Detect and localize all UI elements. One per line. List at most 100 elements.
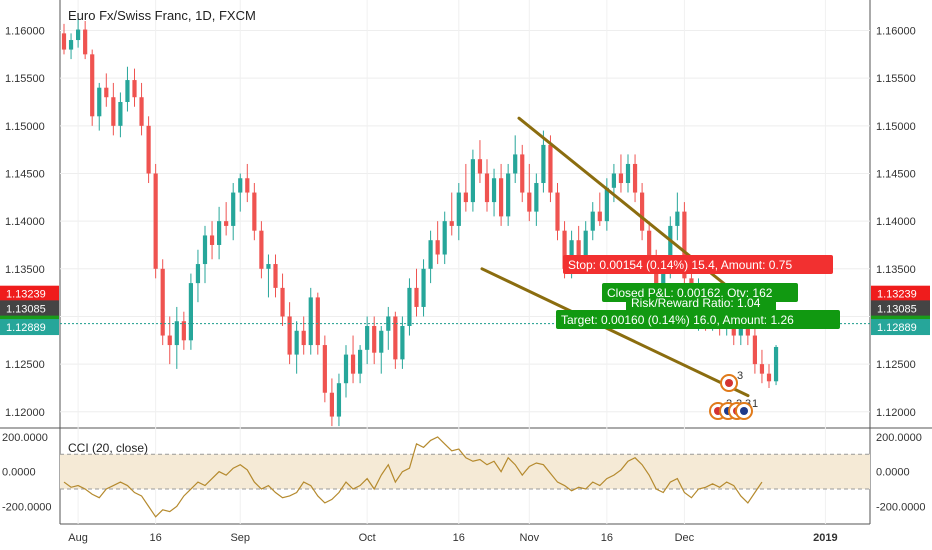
- candle-body: [174, 321, 179, 346]
- time-tick-label: 16: [601, 532, 613, 544]
- candle: [202, 225, 208, 284]
- candle: [640, 183, 645, 241]
- candle: [118, 92, 123, 138]
- time-tick-label: Sep: [230, 532, 250, 544]
- candle: [534, 173, 539, 226]
- candle: [590, 202, 595, 241]
- candle: [76, 19, 81, 48]
- left-price-tag-label: 1.12889: [6, 322, 46, 334]
- candle: [181, 311, 186, 350]
- candle-body: [90, 54, 95, 117]
- candle: [513, 135, 518, 184]
- candle: [400, 316, 405, 369]
- candle-body: [541, 144, 546, 184]
- risk-reward-box: Risk/Reward Ratio: 1.04: [626, 296, 776, 312]
- candle-body: [583, 230, 588, 260]
- candle-body: [618, 173, 624, 184]
- cci-line: [63, 436, 763, 518]
- right-price-tick-label: 1.12500: [876, 359, 916, 371]
- right-price-tag: 1.12889: [871, 319, 930, 336]
- candle: [160, 259, 165, 346]
- chart-title: Euro Fx/Swiss Franc, 1D, FXCM: [68, 8, 256, 23]
- right-price-tag-bg: [871, 285, 930, 302]
- right-price-tick-label: 1.13500: [876, 264, 916, 276]
- candle: [484, 159, 490, 212]
- candle: [632, 154, 638, 203]
- right-price-tick-label: 1.15500: [876, 73, 916, 85]
- candle: [104, 73, 109, 107]
- cci-right-tick-label: 200.0000: [876, 432, 922, 444]
- candle-body: [562, 230, 567, 269]
- candle: [252, 183, 257, 241]
- candle: [407, 278, 412, 336]
- candle-body: [520, 154, 525, 193]
- position-tool: Stop: 0.00154 (0.14%) 15.4, Amount: 0.75…: [556, 255, 840, 329]
- candle: [188, 273, 193, 350]
- candle: [280, 273, 285, 327]
- candle: [766, 364, 772, 388]
- candle-body: [358, 349, 363, 374]
- candle-body: [379, 330, 384, 353]
- candle-body: [491, 178, 497, 203]
- candle: [266, 254, 271, 298]
- candle-body: [139, 97, 144, 126]
- candle: [675, 192, 680, 241]
- candle: [273, 254, 278, 298]
- cci-right-tick-label: -200.0000: [876, 501, 926, 513]
- candle: [259, 221, 264, 279]
- candle-body: [477, 159, 483, 174]
- candle: [224, 202, 229, 236]
- cci-band-fill: [60, 454, 870, 490]
- target-box-bg: [556, 310, 840, 329]
- candle: [491, 168, 497, 217]
- candle: [773, 345, 779, 386]
- main-pane[interactable]: [60, 0, 870, 428]
- candle: [435, 221, 440, 265]
- left-price-tick-label: 1.14500: [5, 168, 45, 180]
- target-box: Target: 0.00160 (0.14%) 16.0, Amount: 1.…: [556, 310, 840, 329]
- candle-body: [181, 321, 186, 341]
- right-price-tick-label: 1.14000: [876, 216, 916, 228]
- event-badge: 3: [720, 370, 743, 392]
- trendline: [480, 267, 750, 398]
- candle: [217, 206, 222, 260]
- left-price-tick-label: 1.12500: [5, 359, 45, 371]
- candle: [125, 66, 130, 112]
- candle-body: [76, 29, 81, 41]
- candle: [604, 178, 609, 231]
- candle: [449, 192, 454, 236]
- candle-body: [393, 316, 398, 360]
- cci-left-tick-label: -200.0000: [2, 501, 52, 513]
- candle-body: [83, 29, 88, 55]
- cci-left-tick-label: 0.0000: [2, 467, 36, 479]
- candle: [90, 49, 95, 126]
- candle: [597, 192, 602, 226]
- candle-body: [132, 80, 137, 98]
- candle: [682, 202, 687, 288]
- time-tick-label: Oct: [359, 532, 376, 544]
- candle-body: [527, 192, 532, 212]
- left-price-tick-label: 1.15500: [5, 73, 45, 85]
- candle-body: [534, 183, 539, 212]
- candle-body: [195, 264, 201, 284]
- candle: [421, 259, 426, 317]
- candle-body: [456, 192, 461, 226]
- candle-body: [513, 154, 518, 174]
- left-price-tick-label: 1.14000: [5, 216, 45, 228]
- time-tick-label: 2019: [813, 532, 837, 544]
- left-price-tick-label: 1.12000: [5, 407, 45, 419]
- right-price-tag-label: 1.13239: [877, 289, 917, 301]
- event-badge-dot: [725, 379, 733, 387]
- candle: [499, 163, 504, 226]
- candle-body: [209, 235, 215, 245]
- candle-body: [308, 297, 313, 346]
- candle-body: [597, 211, 602, 222]
- candle: [477, 140, 483, 184]
- candle: [625, 154, 631, 193]
- candle: [442, 211, 447, 265]
- candle-body: [647, 230, 652, 260]
- candle: [350, 335, 356, 384]
- candle: [132, 68, 137, 107]
